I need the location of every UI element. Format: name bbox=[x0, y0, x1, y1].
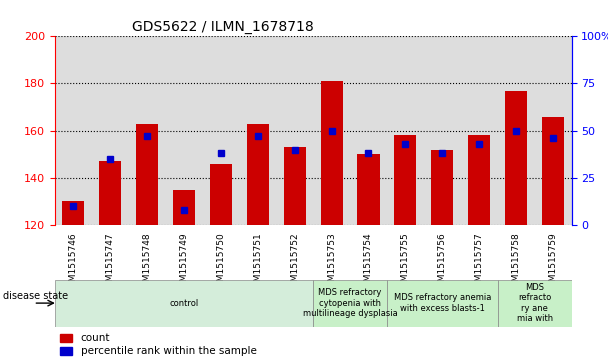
Text: GDS5622 / ILMN_1678718: GDS5622 / ILMN_1678718 bbox=[132, 20, 314, 34]
FancyBboxPatch shape bbox=[313, 280, 387, 327]
Text: MDS refractory anemia
with excess blasts-1: MDS refractory anemia with excess blasts… bbox=[393, 293, 491, 313]
Bar bbox=[173, 189, 195, 225]
Text: MDS
refracto
ry ane
mia with: MDS refracto ry ane mia with bbox=[517, 283, 553, 323]
Bar bbox=[431, 150, 454, 225]
Bar bbox=[62, 201, 85, 225]
Text: disease state: disease state bbox=[3, 291, 68, 301]
Legend: count, percentile rank within the sample: count, percentile rank within the sample bbox=[60, 333, 257, 356]
Bar bbox=[136, 123, 158, 225]
Bar bbox=[320, 81, 343, 225]
FancyBboxPatch shape bbox=[498, 280, 572, 327]
Bar bbox=[468, 135, 490, 225]
FancyBboxPatch shape bbox=[387, 280, 498, 327]
Bar bbox=[505, 90, 527, 225]
Bar bbox=[210, 164, 232, 225]
Bar bbox=[395, 135, 416, 225]
Bar bbox=[99, 161, 121, 225]
FancyBboxPatch shape bbox=[55, 280, 313, 327]
Bar bbox=[247, 123, 269, 225]
Bar bbox=[358, 154, 379, 225]
Text: MDS refractory
cytopenia with
multilineage dysplasia: MDS refractory cytopenia with multilinea… bbox=[303, 288, 398, 318]
Text: control: control bbox=[169, 299, 199, 307]
Bar bbox=[283, 147, 306, 225]
Bar bbox=[542, 117, 564, 225]
